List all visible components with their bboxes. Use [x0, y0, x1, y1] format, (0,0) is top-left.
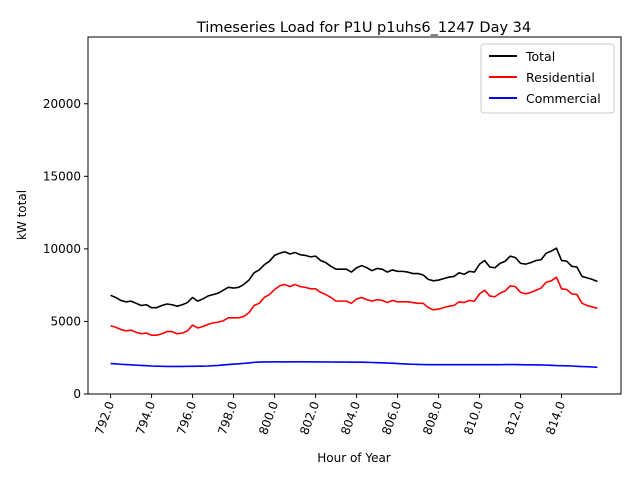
legend-label-total: Total: [525, 49, 555, 64]
x-axis-label: Hour of Year: [317, 451, 391, 465]
y-tick-label: 10000: [43, 242, 81, 256]
plot-frame: [87, 36, 622, 395]
y-tick-label: 15000: [43, 169, 81, 183]
x-tick-label: 806.0: [379, 400, 404, 437]
x-tick-label: 814.0: [543, 400, 568, 437]
x-tick-label: 812.0: [502, 400, 527, 437]
x-axis: 792.0 794.0 796.0 798.0 800.0 802.0 804.0 806.0…: [92, 394, 568, 437]
x-tick-label: 804.0: [338, 400, 363, 437]
y-axis: 0 5000 10000 15000 20000: [43, 97, 88, 401]
x-tick-label: 802.0: [297, 400, 322, 437]
legend-label-commercial: Commercial: [526, 91, 601, 106]
series-layer: [110, 247, 598, 369]
y-axis-label: kW total: [15, 190, 29, 240]
x-tick-label: 792.0: [92, 400, 117, 437]
x-tick-label: 808.0: [420, 400, 445, 437]
series-line-total: [110, 247, 598, 309]
x-tick-label: 798.0: [215, 400, 240, 437]
y-tick-label: 0: [73, 387, 81, 401]
x-tick-label: 810.0: [461, 400, 486, 437]
legend-label-residential: Residential: [526, 70, 595, 85]
legend: Total Residential Commercial: [480, 43, 615, 114]
y-tick-label: 20000: [43, 97, 81, 111]
x-tick-label: 794.0: [133, 400, 158, 437]
series-line-commercial: [110, 360, 598, 369]
chart-title: Timeseries Load for P1U p1uhs6_1247 Day …: [196, 20, 531, 36]
x-tick-label: 800.0: [256, 400, 281, 437]
legend-box: [480, 43, 615, 114]
series-line-residential: [110, 276, 598, 337]
x-tick-label: 796.0: [174, 400, 199, 437]
y-tick-label: 5000: [50, 314, 81, 328]
